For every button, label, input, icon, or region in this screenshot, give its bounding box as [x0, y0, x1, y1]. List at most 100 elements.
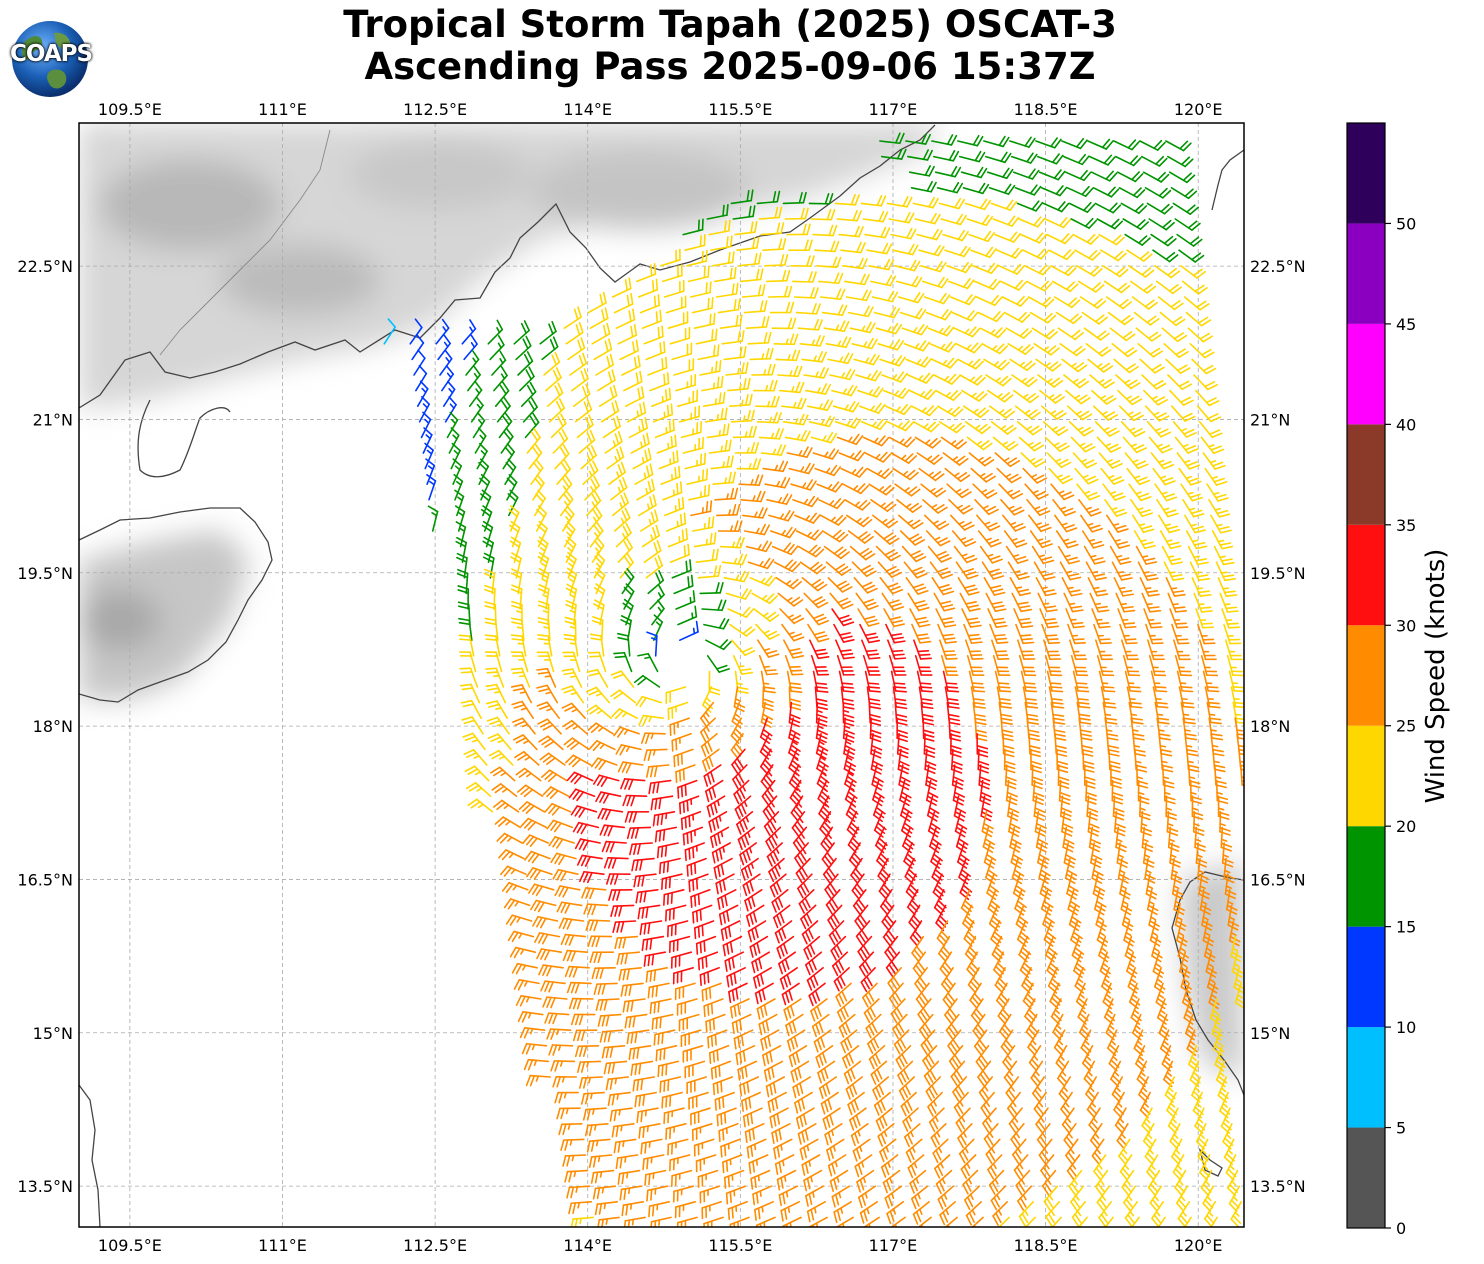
wind-barb	[528, 443, 543, 470]
colorbar: 0 5 10 15 20 25 30 35 40 45 50	[1346, 122, 1416, 1238]
globe-icon	[12, 21, 88, 97]
lat-tick-right: 15°N	[1250, 1024, 1290, 1043]
wind-barb	[947, 277, 975, 290]
wind-barb	[799, 561, 826, 575]
wind-barb	[550, 413, 567, 439]
wind-barb	[441, 365, 454, 392]
wind-barb	[1169, 608, 1189, 629]
wind-barb	[1096, 218, 1124, 230]
wind-barb	[951, 310, 979, 322]
wind-barb	[817, 272, 844, 285]
wind-barb	[721, 553, 748, 566]
wind-barb	[1152, 249, 1179, 263]
wind-barb	[747, 557, 775, 570]
wind-barb	[1063, 592, 1084, 613]
wind-barb	[996, 247, 1023, 259]
wind-barb	[1132, 514, 1155, 534]
wind-barb	[1057, 545, 1080, 565]
wind-barb	[1010, 152, 1038, 164]
wind-barb	[586, 490, 602, 517]
wind-barb	[1066, 405, 1093, 421]
wind-barb	[888, 436, 916, 448]
wind-barb	[936, 405, 964, 418]
wind-barb	[905, 356, 932, 368]
wind-barb	[675, 373, 697, 392]
wind-barb	[1018, 436, 1045, 452]
wind-barb	[964, 420, 991, 435]
lon-tick-top: 111°E	[258, 100, 307, 119]
wind-barb	[1026, 498, 1051, 516]
wind-barb	[935, 608, 957, 628]
wind-barb	[907, 372, 934, 384]
wind-barb	[818, 498, 845, 510]
wind-barb	[782, 191, 807, 205]
wind-barb	[643, 325, 664, 345]
wind-barb	[875, 545, 901, 562]
wind-barb	[1118, 405, 1144, 422]
wind-barb	[1068, 420, 1094, 437]
wind-barb	[908, 165, 935, 177]
wind-barb	[650, 387, 672, 408]
wind-barb	[710, 455, 734, 470]
wind-barb	[565, 321, 584, 345]
wind-barb	[973, 278, 1001, 291]
wind-barb	[715, 282, 739, 298]
wind-barb	[938, 197, 966, 210]
wind-barb	[483, 568, 496, 595]
wind-barb	[773, 559, 801, 573]
wind-barb	[1193, 592, 1213, 613]
wind-barb	[1035, 137, 1062, 149]
wind-barb	[439, 349, 453, 376]
wind-barb	[1063, 374, 1090, 389]
wind-barb	[1146, 202, 1174, 215]
wind-barb	[1196, 405, 1222, 423]
wind-barb	[970, 467, 996, 483]
lat-tick-left: 16.5°N	[17, 870, 73, 889]
wind-barb	[838, 450, 866, 462]
wind-barb	[1102, 483, 1126, 501]
wind-barb	[1081, 311, 1108, 325]
wind-barb	[1007, 342, 1034, 355]
wind-barb	[914, 436, 942, 449]
wind-barb	[996, 467, 1022, 484]
wind-barb	[890, 227, 917, 240]
wind-barb	[905, 133, 931, 145]
wind-barb	[949, 293, 977, 306]
wind-barb	[537, 567, 550, 595]
wind-barb	[1187, 545, 1209, 566]
wind-barb	[643, 539, 662, 564]
lon-tick-bottom: 112.5°E	[403, 1236, 467, 1255]
wind-barb	[990, 420, 1017, 435]
lon-tick-top: 117°E	[869, 100, 918, 119]
wind-barb	[927, 545, 952, 563]
wind-barb	[567, 337, 586, 361]
wind-barb	[717, 520, 743, 532]
wind-barb	[1170, 405, 1196, 422]
wind-barb	[866, 467, 893, 480]
colorbar-tick-label: 50	[1396, 214, 1416, 233]
wind-barb	[1208, 498, 1231, 518]
wind-barb	[649, 584, 665, 610]
wind-barb	[858, 402, 886, 414]
wind-barb	[912, 420, 940, 433]
wind-barb	[1098, 452, 1123, 469]
wind-barb	[1042, 201, 1070, 213]
wind-barb	[1078, 498, 1102, 517]
wind-barb	[730, 409, 755, 423]
wind-barb	[687, 265, 710, 283]
wind-barb	[652, 403, 674, 423]
wind-barb	[1064, 169, 1092, 182]
wind-barb	[751, 363, 776, 376]
wind-barb	[972, 483, 998, 499]
wind-barb	[786, 223, 811, 236]
wind-barb	[1111, 561, 1133, 581]
wind-barb	[832, 401, 860, 413]
wind-barb	[610, 476, 628, 501]
wind-barb	[827, 576, 853, 593]
wind-barb	[661, 264, 683, 283]
wind-barb	[1117, 389, 1143, 406]
wind-barb	[777, 592, 804, 607]
wind-barb	[918, 244, 945, 257]
colorbar-bin	[1347, 123, 1385, 224]
wind-barb	[541, 336, 559, 361]
